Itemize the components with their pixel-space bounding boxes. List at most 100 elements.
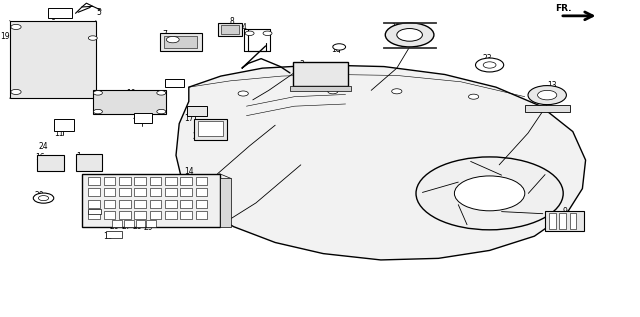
- Circle shape: [33, 193, 54, 203]
- Circle shape: [157, 91, 166, 95]
- Text: 28: 28: [133, 222, 142, 231]
- Bar: [119, 200, 131, 208]
- Circle shape: [385, 23, 434, 47]
- Text: 23: 23: [483, 54, 493, 63]
- Bar: [106, 231, 122, 238]
- Bar: [88, 209, 101, 214]
- Circle shape: [157, 109, 166, 114]
- Bar: [545, 211, 584, 231]
- Bar: [136, 220, 145, 227]
- Circle shape: [454, 176, 525, 211]
- Bar: [54, 119, 74, 131]
- Bar: [180, 188, 192, 196]
- Bar: [196, 200, 207, 208]
- Bar: [150, 177, 161, 185]
- Text: 12: 12: [391, 23, 400, 32]
- Text: 27: 27: [122, 222, 132, 231]
- Bar: [196, 188, 207, 196]
- Text: 5: 5: [97, 8, 102, 17]
- Text: 16: 16: [35, 153, 45, 162]
- Circle shape: [416, 157, 563, 230]
- Text: 17: 17: [184, 114, 195, 123]
- Text: 2: 2: [193, 133, 198, 141]
- Circle shape: [483, 62, 496, 68]
- Text: 3: 3: [300, 61, 305, 69]
- Bar: [104, 211, 115, 219]
- Text: 7: 7: [163, 30, 168, 39]
- Text: 6: 6: [50, 13, 55, 22]
- Circle shape: [263, 31, 272, 36]
- Text: 18: 18: [332, 45, 340, 54]
- Text: 19: 19: [0, 32, 10, 41]
- Bar: [150, 200, 161, 208]
- Bar: [112, 220, 122, 227]
- Bar: [119, 188, 131, 196]
- Bar: [88, 177, 100, 185]
- Bar: [180, 200, 192, 208]
- Circle shape: [245, 31, 254, 36]
- Bar: [76, 154, 102, 171]
- Bar: [146, 220, 156, 227]
- Bar: [221, 25, 239, 34]
- Text: 20: 20: [35, 191, 45, 200]
- Bar: [180, 177, 192, 185]
- Bar: [196, 177, 207, 185]
- Circle shape: [88, 36, 97, 40]
- Bar: [48, 8, 72, 18]
- Bar: [559, 213, 566, 229]
- Text: 25: 25: [83, 207, 93, 216]
- Circle shape: [93, 91, 102, 95]
- Text: 15: 15: [102, 232, 113, 241]
- Bar: [194, 119, 227, 140]
- Bar: [525, 105, 570, 112]
- Bar: [104, 177, 115, 185]
- Bar: [124, 220, 134, 227]
- Circle shape: [238, 91, 248, 96]
- Text: 10: 10: [126, 89, 136, 98]
- Circle shape: [93, 109, 102, 114]
- Bar: [119, 177, 131, 185]
- Bar: [37, 155, 64, 171]
- Text: 24: 24: [38, 142, 49, 151]
- Bar: [150, 188, 161, 196]
- Text: 13: 13: [547, 81, 557, 90]
- Bar: [160, 33, 202, 51]
- Text: 29: 29: [143, 223, 154, 232]
- Bar: [88, 188, 100, 196]
- Bar: [134, 200, 146, 208]
- Text: 11: 11: [54, 129, 63, 138]
- Bar: [119, 211, 131, 219]
- Bar: [196, 211, 207, 219]
- Circle shape: [392, 89, 402, 94]
- Circle shape: [528, 86, 566, 105]
- Bar: [198, 121, 223, 136]
- Circle shape: [38, 196, 49, 201]
- Circle shape: [11, 24, 21, 29]
- Bar: [10, 21, 96, 98]
- Bar: [165, 200, 177, 208]
- Bar: [570, 213, 576, 229]
- Bar: [165, 79, 184, 87]
- Text: 14: 14: [184, 167, 194, 176]
- Text: 4: 4: [242, 23, 247, 32]
- Bar: [383, 22, 436, 23]
- Text: 9: 9: [562, 207, 567, 216]
- Bar: [93, 90, 166, 114]
- Text: 1: 1: [76, 152, 81, 161]
- Bar: [218, 23, 242, 36]
- Bar: [134, 113, 152, 123]
- Polygon shape: [176, 65, 586, 260]
- Bar: [180, 211, 192, 219]
- Bar: [187, 106, 207, 116]
- Bar: [104, 200, 115, 208]
- Circle shape: [11, 89, 21, 94]
- Circle shape: [397, 29, 422, 41]
- Bar: [150, 211, 161, 219]
- Circle shape: [538, 90, 557, 100]
- Circle shape: [166, 36, 179, 43]
- Text: 21: 21: [133, 112, 142, 121]
- Bar: [165, 177, 177, 185]
- Bar: [164, 36, 197, 48]
- Circle shape: [476, 58, 504, 72]
- Bar: [134, 177, 146, 185]
